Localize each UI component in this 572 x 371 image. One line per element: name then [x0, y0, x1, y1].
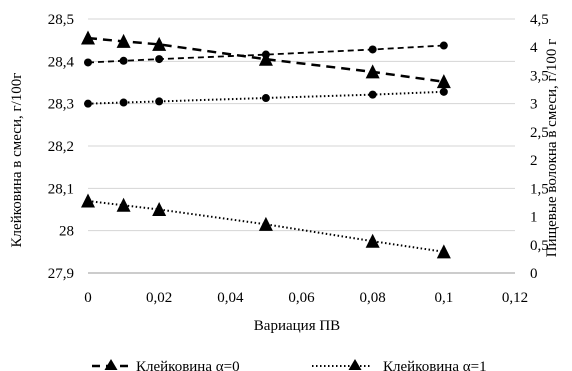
- grid: [88, 18, 515, 232]
- triangle-marker: [436, 244, 451, 259]
- circle-marker: [439, 87, 448, 96]
- y-left-tick-label: 28,3: [48, 97, 74, 113]
- series-line-0: [87, 36, 444, 83]
- y-right-tick-label: 3,5: [530, 68, 549, 84]
- circle-marker: [155, 55, 164, 64]
- y-left-tick-label: 27,9: [48, 266, 74, 282]
- tick-labels: 27,9 28 28,1 28,2 28,3 28,4 28,5 0 0,5 1 1,5 2 2,5 3 3…: [48, 12, 549, 306]
- triangle-marker: [116, 33, 131, 48]
- x-tick-label: 0,08: [360, 290, 386, 306]
- circle-marker: [119, 56, 128, 65]
- legend-triangle-marker: [348, 359, 362, 370]
- triangle-marker: [258, 216, 273, 231]
- circle-marker: [368, 90, 377, 99]
- legend-item-gluten-alpha-0: Клейковина α=0: [92, 359, 240, 371]
- x-tick-label: 0,04: [217, 290, 244, 306]
- legend: Клейковина α=0 Клейковина α=1: [92, 359, 487, 371]
- triangle-marker: [152, 202, 167, 216]
- y-left-tick-label: 28,5: [48, 12, 74, 28]
- y-right-tick-label: 4,5: [530, 12, 549, 28]
- x-tick-label: 0: [84, 290, 92, 306]
- series-line-2: [87, 44, 444, 64]
- legend-label-gluten-alpha-1: Клейковина α=1: [383, 359, 487, 371]
- y-axis-left-label: Клейковина в смеси, г/100г: [9, 73, 25, 248]
- circle-marker: [261, 94, 270, 103]
- y-right-tick-label: 3: [530, 97, 538, 113]
- y-left-tick-label: 28,2: [48, 139, 74, 155]
- y-right-tick-label: 2: [530, 153, 538, 169]
- y-left-tick-label: 28,1: [48, 181, 74, 197]
- x-tick-label: 0,06: [288, 290, 315, 306]
- x-axis-label: Вариация ПВ: [254, 318, 340, 334]
- y-right-tick-label: 4: [530, 40, 538, 56]
- y-right-tick-label: 1,5: [530, 181, 549, 197]
- triangle-marker: [116, 197, 131, 212]
- circle-marker: [261, 50, 270, 59]
- triangle-marker: [365, 233, 380, 248]
- legend-label-gluten-alpha-0: Клейковина α=0: [136, 359, 240, 371]
- y-right-tick-label: 0,5: [530, 238, 549, 254]
- triangle-marker: [365, 64, 380, 79]
- circle-marker: [368, 45, 377, 54]
- y-right-tick-label: 1: [530, 210, 538, 226]
- y-left-tick-label: 28,4: [48, 54, 75, 70]
- triangle-marker: [152, 36, 167, 51]
- circle-marker: [155, 97, 164, 106]
- x-tick-label: 0,02: [146, 290, 172, 306]
- series-line-3: [87, 90, 444, 105]
- triangle-marker: [81, 30, 95, 45]
- circle-marker: [84, 99, 92, 108]
- y-right-tick-label: 2,5: [530, 125, 549, 141]
- legend-item-gluten-alpha-1: Клейковина α=1: [312, 359, 487, 371]
- circle-marker: [439, 41, 448, 50]
- y-left-tick-label: 28: [59, 224, 74, 240]
- x-tick-label: 0,12: [502, 290, 528, 306]
- x-tick-label: 0,1: [434, 290, 453, 306]
- y-right-tick-label: 0: [530, 266, 538, 282]
- y-axis-right-label: Пищевые волокна в смеси, г/100 г: [544, 39, 560, 258]
- circle-marker: [84, 58, 92, 67]
- triangle-marker: [81, 193, 95, 208]
- triangle-marker: [436, 74, 451, 89]
- legend-triangle-marker: [104, 359, 118, 370]
- series-layer: [81, 30, 451, 259]
- circle-marker: [119, 98, 128, 107]
- triangle-marker: [258, 51, 273, 66]
